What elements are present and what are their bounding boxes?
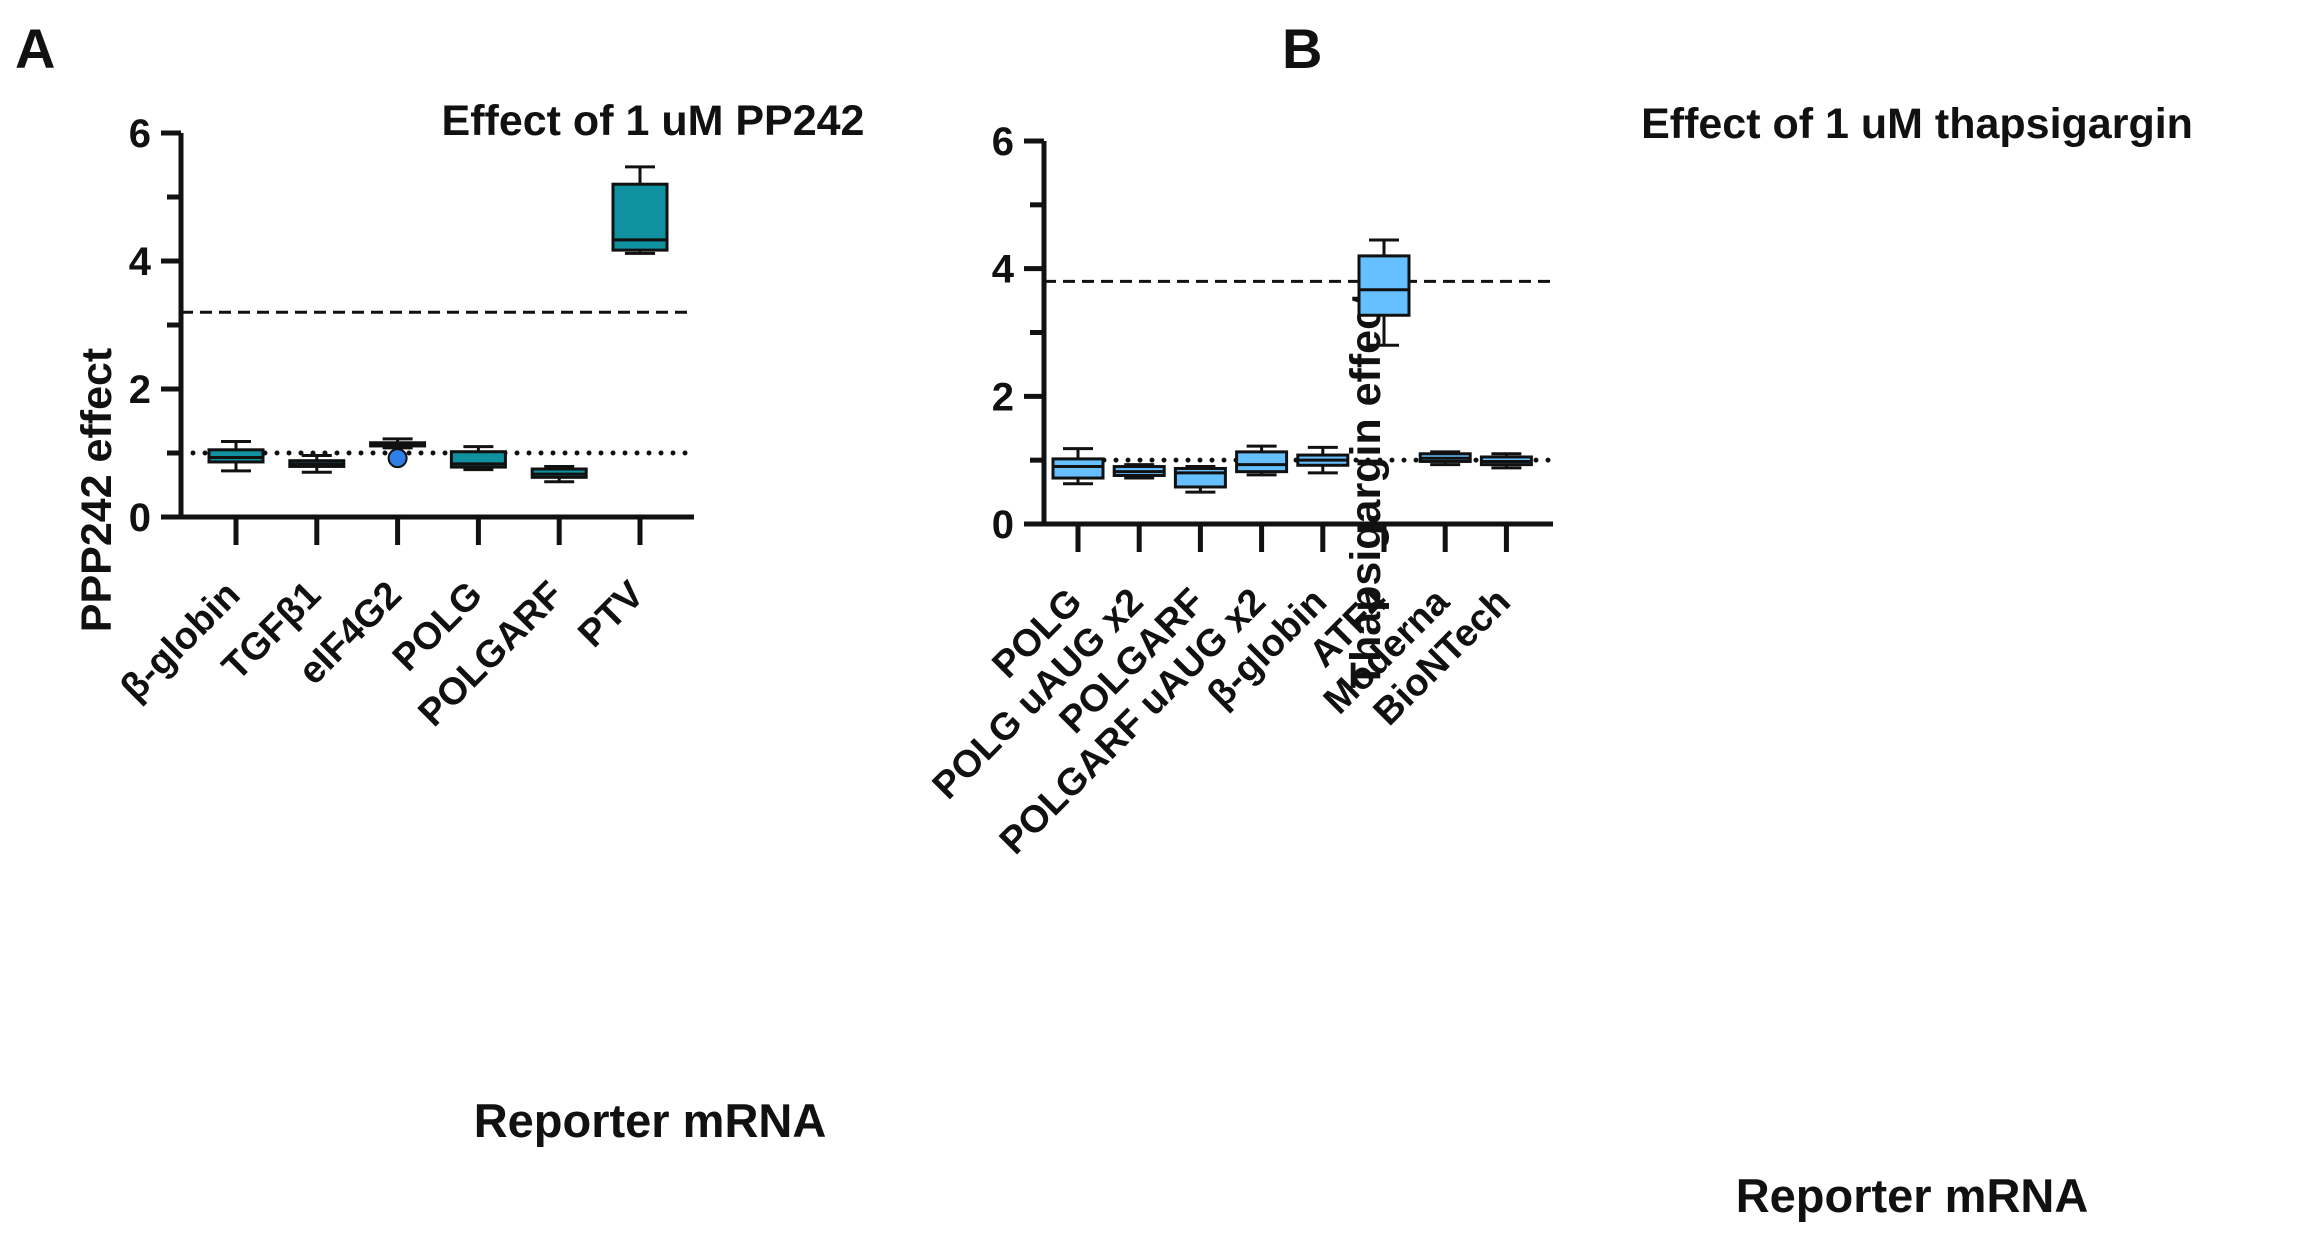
panel-b-y-axis-label: Thapsigargin effect — [1342, 292, 1390, 689]
panel-b: B Effect of 1 uM thapsigargin Thapsigarg… — [925, 17, 2193, 1222]
panel-a-box-globin — [207, 448, 265, 464]
panel-a-title: Effect of 1 uM PP242 — [442, 97, 865, 145]
panel-b-x-axis-label: Reporter mRNA — [1736, 1169, 2089, 1222]
panel-b-title: Effect of 1 uM thapsigargin — [1641, 100, 2193, 148]
panel-b-y-tick-label: 2 — [992, 375, 1014, 419]
panel-b-y-tick-label: 4 — [992, 248, 1015, 292]
panel-a-y-tick-label: 2 — [129, 368, 151, 412]
panel-a-outlier-eif4g2 — [387, 448, 408, 469]
panel-a-label: A — [15, 17, 55, 80]
panel-a-x-axis-label: Reporter mRNA — [474, 1094, 827, 1147]
panel-b-y-tick-label: 6 — [992, 120, 1014, 164]
panel-b-box-atf4 — [1357, 254, 1411, 317]
panel-a-y-axis-label: PPP242 effect — [73, 348, 121, 632]
panel-a: A Effect of 1 uM PP242 PPP242 effect Rep… — [15, 17, 864, 1147]
panel-b-box-polgarf-uaug-x2 — [1235, 450, 1289, 474]
panel-b-y-tick-label: 0 — [992, 503, 1014, 547]
panel-a-x-tick-label: PTV — [570, 573, 652, 655]
panel-b-box-polgarf — [1173, 466, 1227, 489]
panel-a-x-tick-label: β-globin — [113, 574, 249, 710]
panel-a-y-tick-label: 4 — [129, 240, 152, 284]
panel-b-box-polg — [1051, 457, 1105, 480]
panel-a-y-tick-label: 6 — [129, 112, 151, 156]
panel-b-label: B — [1282, 17, 1322, 80]
panel-a-y-tick-label: 0 — [129, 496, 151, 540]
